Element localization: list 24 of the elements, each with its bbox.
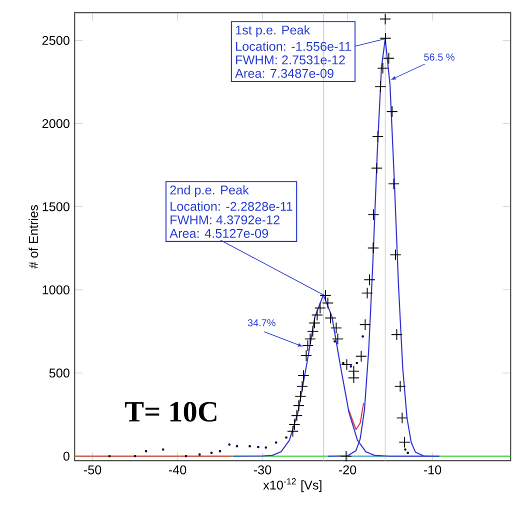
annotation: Area: 7.3487e-09 [235,68,334,78]
annotation: Area: 4.5127e-09 [170,228,268,238]
annotation: FWHM: 4.3792e-12 [170,215,280,224]
annotation: 2nd p.e. Peak [170,185,249,198]
annotation: 56.5 % [424,54,454,61]
x-tick-label: -30 [254,465,272,474]
annotation: 1st p.e. Peak [236,25,310,38]
x-tick-label: -50 [84,465,102,474]
y-axis-title: # of Entries [28,205,38,269]
x-tick-label: -20 [338,465,356,474]
y-tick-label: 500 [49,368,70,378]
y-tick-label: 2500 [42,36,70,45]
y-tick-label: 1500 [42,202,70,212]
annotation: FWHM: 2.7531e-12 [236,55,345,64]
x-axis-title: x10$^{-12}$ [Vs] [263,478,322,492]
annotation: Location: -1.556e-11 [236,42,351,51]
y-tick-label: 1000 [42,285,70,294]
annotation: T= 10C [124,402,216,422]
y-tick-label: 2000 [42,119,70,128]
annotation: 34.7% [248,319,276,326]
x-tick-label: -10 [424,465,442,474]
annotation: Location: -2.2828e-11 [170,202,292,211]
x-tick-label: -40 [168,465,186,474]
y-tick-label: 0 [63,452,70,461]
